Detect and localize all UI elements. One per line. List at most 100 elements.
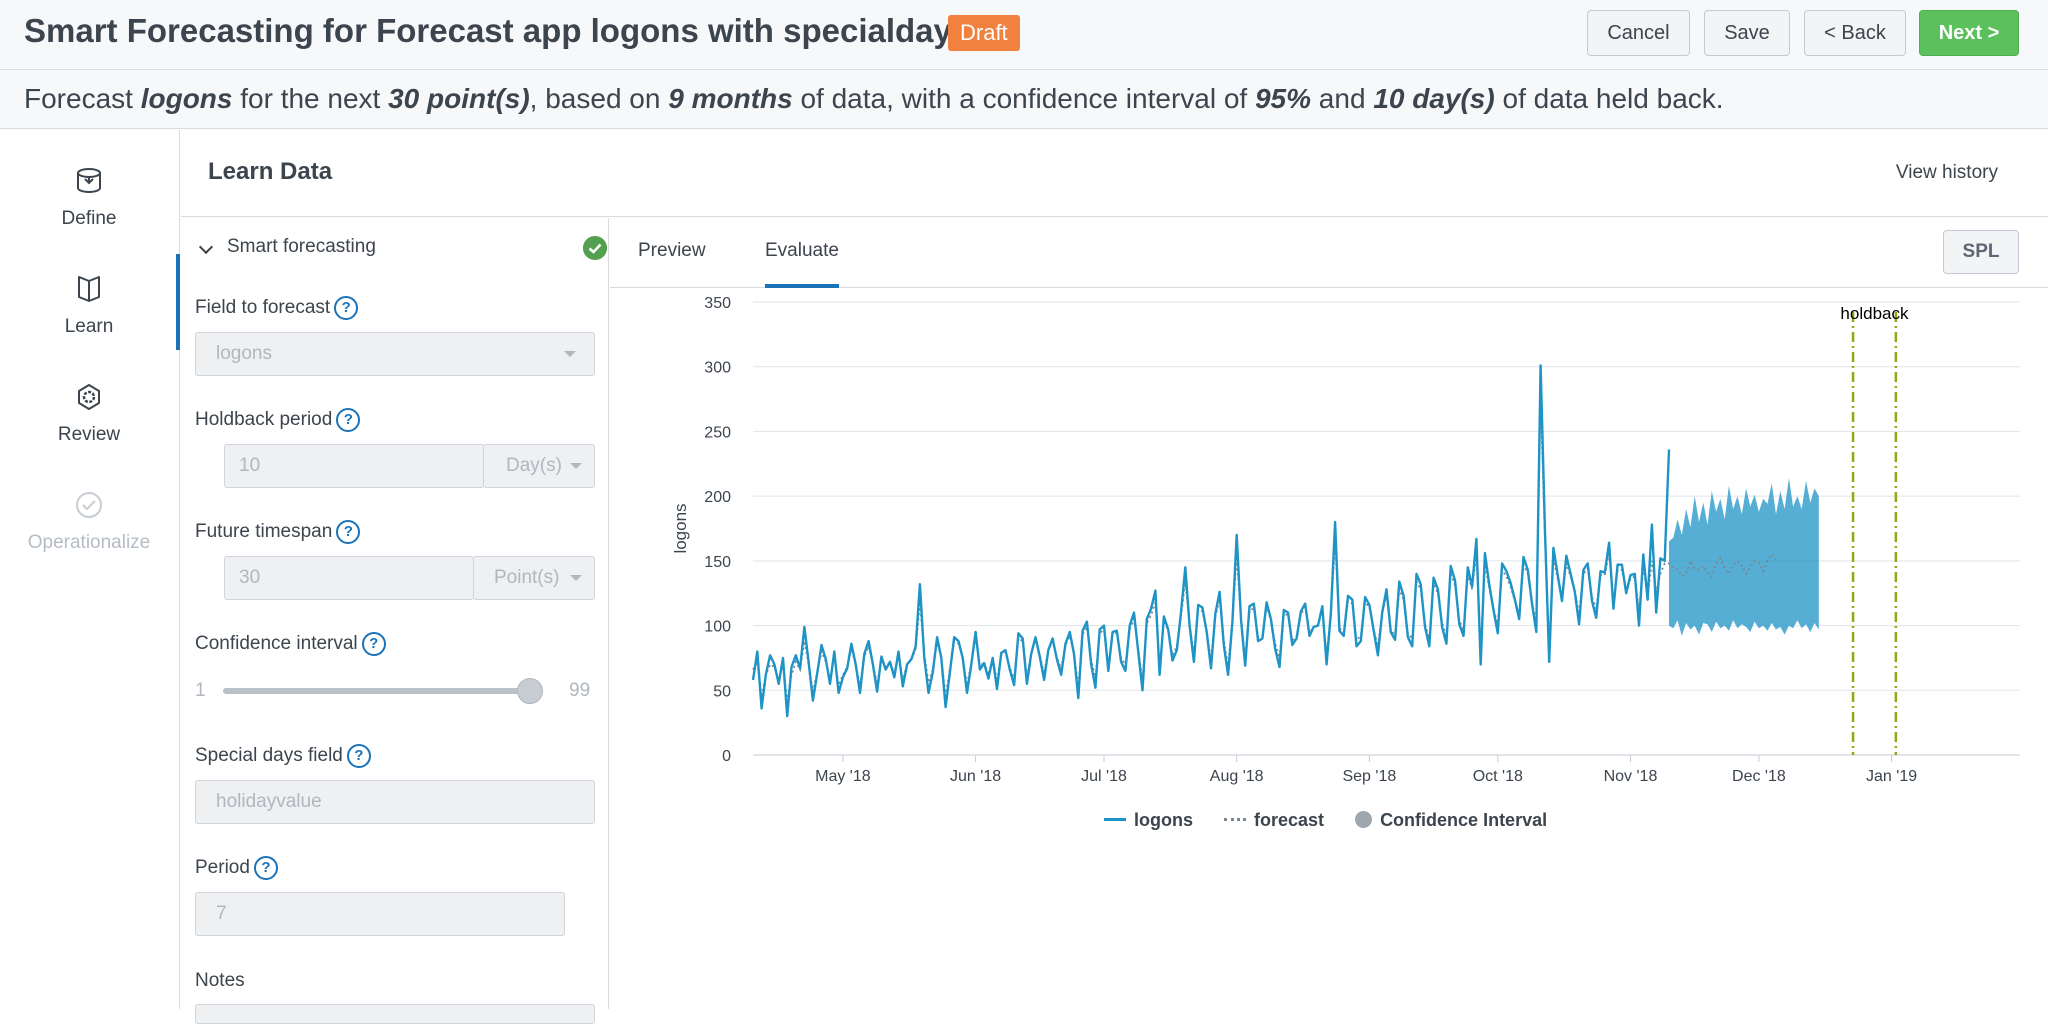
legend-item-confidence-interval[interactable]: Confidence Interval: [1355, 810, 1547, 831]
help-icon[interactable]: ?: [334, 296, 359, 320]
y-tick-label: 300: [704, 360, 731, 377]
logons-series-line: [751, 364, 1671, 718]
help-icon[interactable]: ?: [346, 744, 371, 768]
holdback-unit-select[interactable]: Day(s): [483, 444, 595, 488]
confidence-slider-handle[interactable]: [516, 678, 543, 704]
field-to-forecast-label: Field to forecast?: [195, 296, 359, 320]
book-icon: [78, 276, 100, 302]
next-button[interactable]: Next >: [1919, 10, 2019, 56]
period-input[interactable]: 7: [195, 892, 565, 936]
cancel-button[interactable]: Cancel: [1587, 10, 1690, 56]
caret-down-icon: [570, 575, 582, 581]
accordion-label: Smart forecasting: [227, 236, 376, 257]
spl-button[interactable]: SPL: [1943, 230, 2019, 274]
x-tick-label: Jul '18: [1081, 768, 1127, 785]
special-days-field-value: holidayvalue: [216, 791, 322, 812]
holdback-period-value: 10: [239, 455, 261, 476]
top-bar: Smart Forecasting for Forecast app logon…: [0, 0, 2048, 70]
workflow-nav: Define Learn Review Operationalize: [0, 130, 180, 1009]
field-to-forecast-value: logons: [216, 343, 272, 364]
tab-preview[interactable]: Preview: [638, 240, 706, 261]
field-label-text: Period: [195, 857, 250, 878]
y-tick-label: 50: [713, 683, 731, 700]
slider-min-label: 1: [195, 680, 206, 701]
nav-item-define[interactable]: Define: [0, 146, 178, 242]
nav-label-learn: Learn: [64, 316, 114, 337]
field-label-text: Special days field: [195, 745, 343, 766]
nav-item-learn[interactable]: Learn: [0, 254, 180, 350]
summary-holdback: 10 day(s): [1373, 83, 1495, 114]
nav-item-review[interactable]: Review: [0, 362, 178, 458]
future-timespan-unit-value: Point(s): [494, 567, 560, 588]
save-button[interactable]: Save: [1704, 10, 1790, 56]
settings-panel: Smart forecasting Field to forecast? log…: [181, 218, 609, 1024]
forecast-chart: 0 50 100 150 200 250 300 350 logons May '18 Jun '1…: [610, 289, 2048, 849]
y-axis-label: logons: [671, 503, 690, 553]
y-tick-label: 250: [704, 424, 731, 441]
special-days-field-input[interactable]: holidayvalue: [195, 780, 595, 824]
x-tick-label: Dec '18: [1732, 768, 1786, 785]
period-label: Period?: [195, 856, 278, 880]
help-icon[interactable]: ?: [253, 856, 278, 880]
slider-max-label: 99: [569, 680, 591, 701]
forecast-series-line: [752, 399, 1777, 701]
help-icon[interactable]: ?: [336, 520, 361, 544]
legend-item-forecast[interactable]: forecast: [1224, 810, 1324, 831]
forecast-summary: Forecast logons for the next 30 point(s)…: [0, 70, 2048, 129]
field-to-forecast-select[interactable]: logons: [195, 332, 595, 376]
check-circle-icon: [76, 492, 102, 518]
legend-item-logons[interactable]: logons: [1104, 810, 1193, 831]
summary-ci: 95%: [1254, 83, 1312, 114]
legend-label: logons: [1134, 810, 1193, 830]
field-label-text: Confidence interval: [195, 633, 358, 654]
section-title: Learn Data: [208, 158, 333, 185]
summary-text: , based on: [529, 83, 669, 114]
x-tick-label: Sep '18: [1342, 768, 1396, 785]
caret-down-icon: [564, 351, 576, 357]
y-tick-label: 150: [704, 554, 731, 571]
summary-text: and: [1311, 83, 1374, 114]
nav-label-operationalize: Operationalize: [27, 532, 151, 553]
future-timespan-unit-select[interactable]: Point(s): [473, 556, 595, 600]
confidence-interval-band: [1669, 478, 1819, 636]
help-icon[interactable]: ?: [361, 632, 386, 656]
page-title: Smart Forecasting for Forecast app logon…: [24, 12, 971, 49]
holdback-period-input[interactable]: 10: [224, 444, 484, 488]
notes-textarea[interactable]: [195, 1004, 595, 1024]
confidence-slider-track[interactable]: [223, 678, 543, 704]
view-history-link[interactable]: View history: [1895, 162, 1998, 183]
nav-item-operationalize[interactable]: Operationalize: [0, 470, 178, 566]
help-icon[interactable]: ?: [336, 408, 361, 432]
caret-down-icon: [570, 463, 582, 469]
summary-text: for the next: [232, 83, 389, 114]
chart-canvas: 0 50 100 150 200 250 300 350 logons May '18 Jun '1…: [671, 295, 2020, 785]
holdback-period-label: Holdback period?: [195, 408, 361, 432]
smart-forecasting-accordion[interactable]: Smart forecasting: [193, 234, 607, 264]
summary-months: 9 months: [668, 83, 793, 114]
future-timespan-label: Future timespan?: [195, 520, 361, 544]
x-tick-label: May '18: [815, 768, 871, 785]
summary-field: logons: [140, 83, 233, 114]
check-circle-icon: [583, 236, 607, 260]
tab-evaluate[interactable]: Evaluate: [765, 240, 839, 288]
confidence-slider-fill: [223, 688, 530, 694]
nav-label-review: Review: [57, 424, 121, 445]
back-button[interactable]: < Back: [1804, 10, 1906, 56]
holdback-annotation: holdback: [1840, 304, 1909, 323]
y-tick-label: 350: [704, 295, 731, 312]
nav-label-define: Define: [61, 208, 117, 229]
future-timespan-value: 30: [239, 567, 261, 588]
legend-swatch: [1355, 811, 1373, 828]
database-icon: [77, 168, 101, 193]
y-tick-label: 200: [704, 489, 731, 506]
field-label-text: Holdback period: [195, 409, 333, 430]
gear-icon: [78, 384, 100, 410]
future-timespan-input[interactable]: 30: [224, 556, 474, 600]
x-tick-label: Jan '19: [1866, 768, 1917, 785]
legend-label: forecast: [1254, 810, 1325, 830]
legend-label: Confidence Interval: [1380, 810, 1548, 830]
x-tick-label: Aug '18: [1210, 768, 1264, 785]
x-tick-label: Nov '18: [1604, 768, 1658, 785]
confidence-interval-label: Confidence interval?: [195, 632, 386, 656]
x-tick-label: Jun '18: [950, 768, 1001, 785]
